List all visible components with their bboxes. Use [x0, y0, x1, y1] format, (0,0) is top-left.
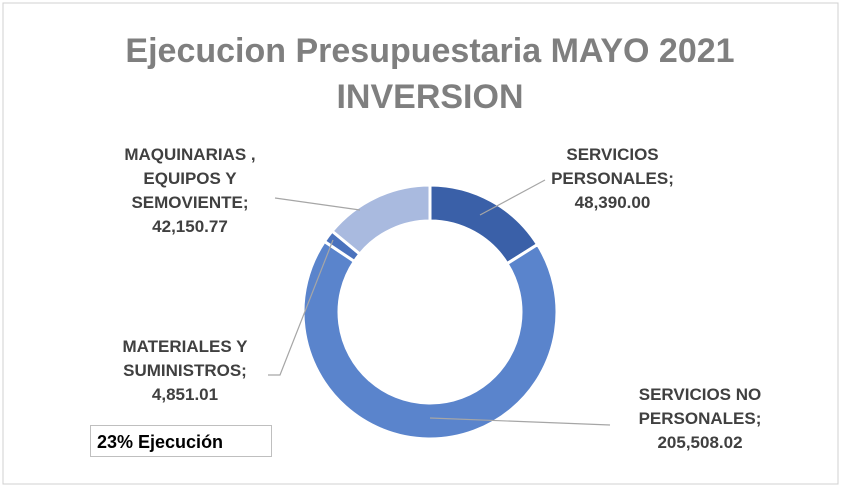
value-label: 4,851.01	[151, 385, 219, 404]
data-label: SERVICIOS PERSONALES; 48,390.00	[545, 143, 680, 215]
category-label: SERVICIOS NO PERSONALES;	[638, 385, 762, 428]
value-label: 42,150.77	[152, 217, 228, 236]
leader-line	[479, 179, 546, 216]
value-label: 205,508.02	[657, 433, 743, 452]
value-label: 48,390.00	[574, 193, 651, 212]
leader-line	[274, 197, 361, 211]
donut-slice	[301, 239, 559, 441]
chart-title: Ejecucion Presupuestaria MAYO 2021 INVER…	[125, 32, 735, 116]
data-label: MATERIALES Y SUMINISTROS; 4,851.01	[105, 335, 265, 407]
category-label: MATERIALES Y SUMINISTROS;	[122, 337, 248, 380]
donut-slice	[329, 183, 432, 257]
data-label: SERVICIOS NO PERSONALES; 205,508.02	[620, 383, 780, 455]
data-label: MAQUINARIAS , EQUIPOS Y SEMOVIENTE; 42,15…	[110, 143, 270, 239]
leader-line	[429, 417, 611, 426]
leader-line	[268, 239, 334, 376]
category-label: MAQUINARIAS , EQUIPOS Y SEMOVIENTE;	[124, 145, 256, 212]
category-label: SERVICIOS PERSONALES;	[551, 145, 674, 188]
annotation: 23% Ejecución	[90, 425, 272, 457]
